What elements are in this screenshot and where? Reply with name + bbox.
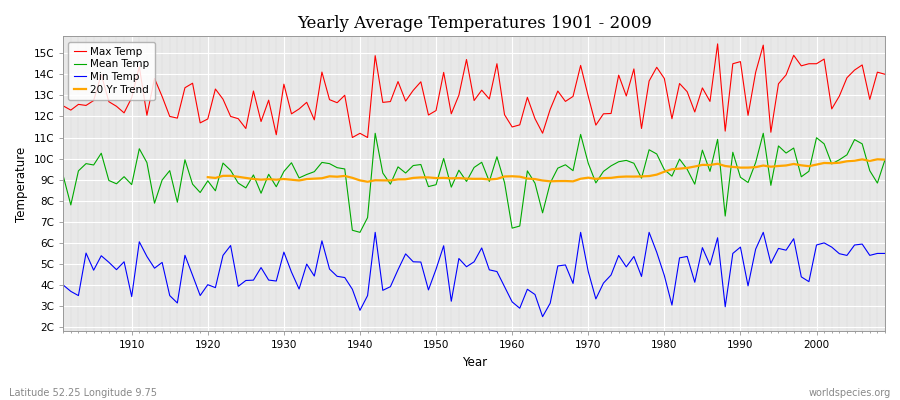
- 20 Yr Trend: [879, 157, 890, 162]
- Mean Temp: [58, 174, 68, 178]
- Title: Yearly Average Temperatures 1901 - 2009: Yearly Average Temperatures 1901 - 2009: [297, 15, 652, 32]
- 20 Yr Trend: [286, 177, 297, 182]
- Mean Temp: [515, 224, 526, 228]
- Line: Min Temp: Min Temp: [63, 232, 885, 317]
- Max Temp: [332, 100, 343, 105]
- Max Temp: [515, 122, 526, 127]
- Min Temp: [332, 274, 343, 279]
- Mean Temp: [613, 159, 624, 164]
- Max Temp: [286, 112, 297, 116]
- Mean Temp: [522, 168, 533, 173]
- Min Temp: [879, 251, 890, 256]
- Mean Temp: [332, 165, 343, 170]
- 20 Yr Trend: [332, 174, 343, 179]
- Min Temp: [507, 300, 517, 304]
- Mean Temp: [879, 157, 890, 162]
- Y-axis label: Temperature: Temperature: [15, 146, 28, 222]
- Max Temp: [507, 124, 517, 129]
- Min Temp: [537, 314, 548, 319]
- Mean Temp: [119, 174, 130, 179]
- Line: Mean Temp: Mean Temp: [63, 133, 885, 232]
- Max Temp: [606, 111, 616, 116]
- Mean Temp: [355, 230, 365, 235]
- Text: Latitude 52.25 Longitude 9.75: Latitude 52.25 Longitude 9.75: [9, 388, 157, 398]
- Mean Temp: [370, 131, 381, 136]
- Text: worldspecies.org: worldspecies.org: [809, 388, 891, 398]
- Max Temp: [347, 135, 358, 140]
- Min Temp: [613, 253, 624, 258]
- X-axis label: Year: Year: [462, 356, 487, 369]
- Line: 20 Yr Trend: 20 Yr Trend: [208, 159, 885, 182]
- Max Temp: [119, 110, 130, 115]
- Line: Max Temp: Max Temp: [63, 44, 885, 138]
- Min Temp: [286, 270, 297, 274]
- 20 Yr Trend: [598, 176, 609, 180]
- Max Temp: [58, 104, 68, 108]
- Mean Temp: [286, 160, 297, 165]
- 20 Yr Trend: [500, 174, 510, 179]
- Min Temp: [370, 230, 381, 235]
- Min Temp: [515, 306, 526, 311]
- Min Temp: [58, 283, 68, 288]
- Min Temp: [119, 259, 130, 264]
- Legend: Max Temp, Mean Temp, Min Temp, 20 Yr Trend: Max Temp, Mean Temp, Min Temp, 20 Yr Tre…: [68, 42, 155, 100]
- Max Temp: [879, 72, 890, 77]
- 20 Yr Trend: [507, 174, 517, 179]
- Max Temp: [712, 42, 723, 46]
